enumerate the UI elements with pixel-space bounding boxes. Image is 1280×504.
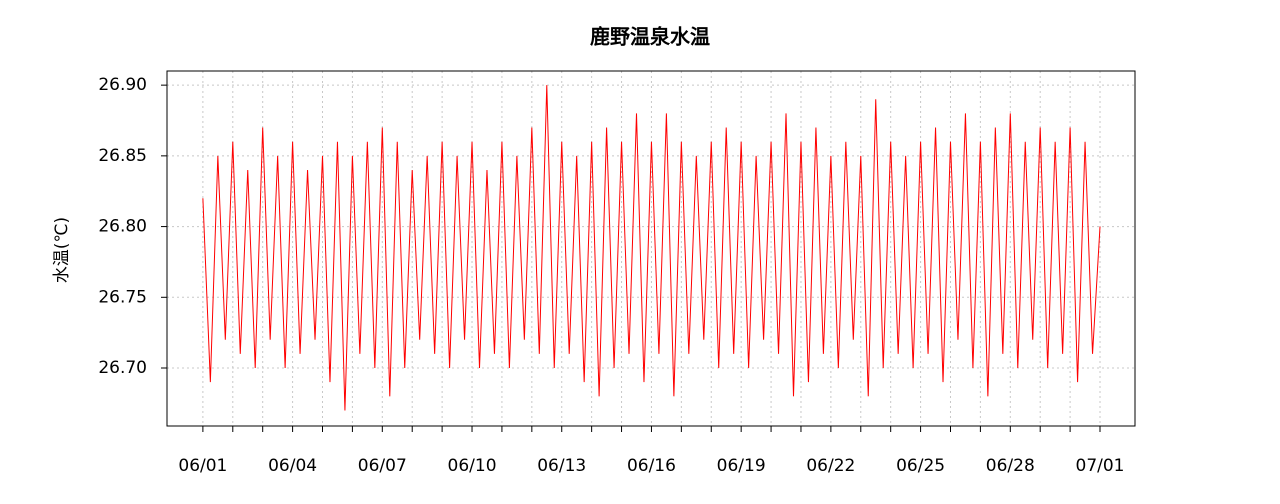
x-tick-label: 06/07 [358, 456, 407, 476]
x-tick-label: 06/04 [268, 456, 317, 476]
y-tick-label: 26.80 [98, 217, 147, 237]
x-tick-label: 06/01 [178, 456, 227, 476]
y-tick-label: 26.75 [98, 287, 147, 307]
y-tick-label: 26.85 [98, 146, 147, 166]
y-tick-label: 26.70 [98, 358, 147, 378]
y-tick-label: 26.90 [98, 75, 147, 95]
x-tick-label: 06/10 [448, 456, 497, 476]
x-tick-label: 06/19 [717, 456, 766, 476]
x-tick-label: 06/16 [627, 456, 676, 476]
x-tick-label: 07/01 [1076, 456, 1125, 476]
x-tick-label: 06/25 [896, 456, 945, 476]
y-axis-label: 水温(℃) [52, 217, 72, 283]
chart-title: 鹿野温泉水温 [590, 25, 710, 49]
x-tick-label: 06/13 [537, 456, 586, 476]
x-tick-label: 06/28 [986, 456, 1035, 476]
series-line [202, 85, 1101, 411]
x-tick-label: 06/22 [806, 456, 855, 476]
